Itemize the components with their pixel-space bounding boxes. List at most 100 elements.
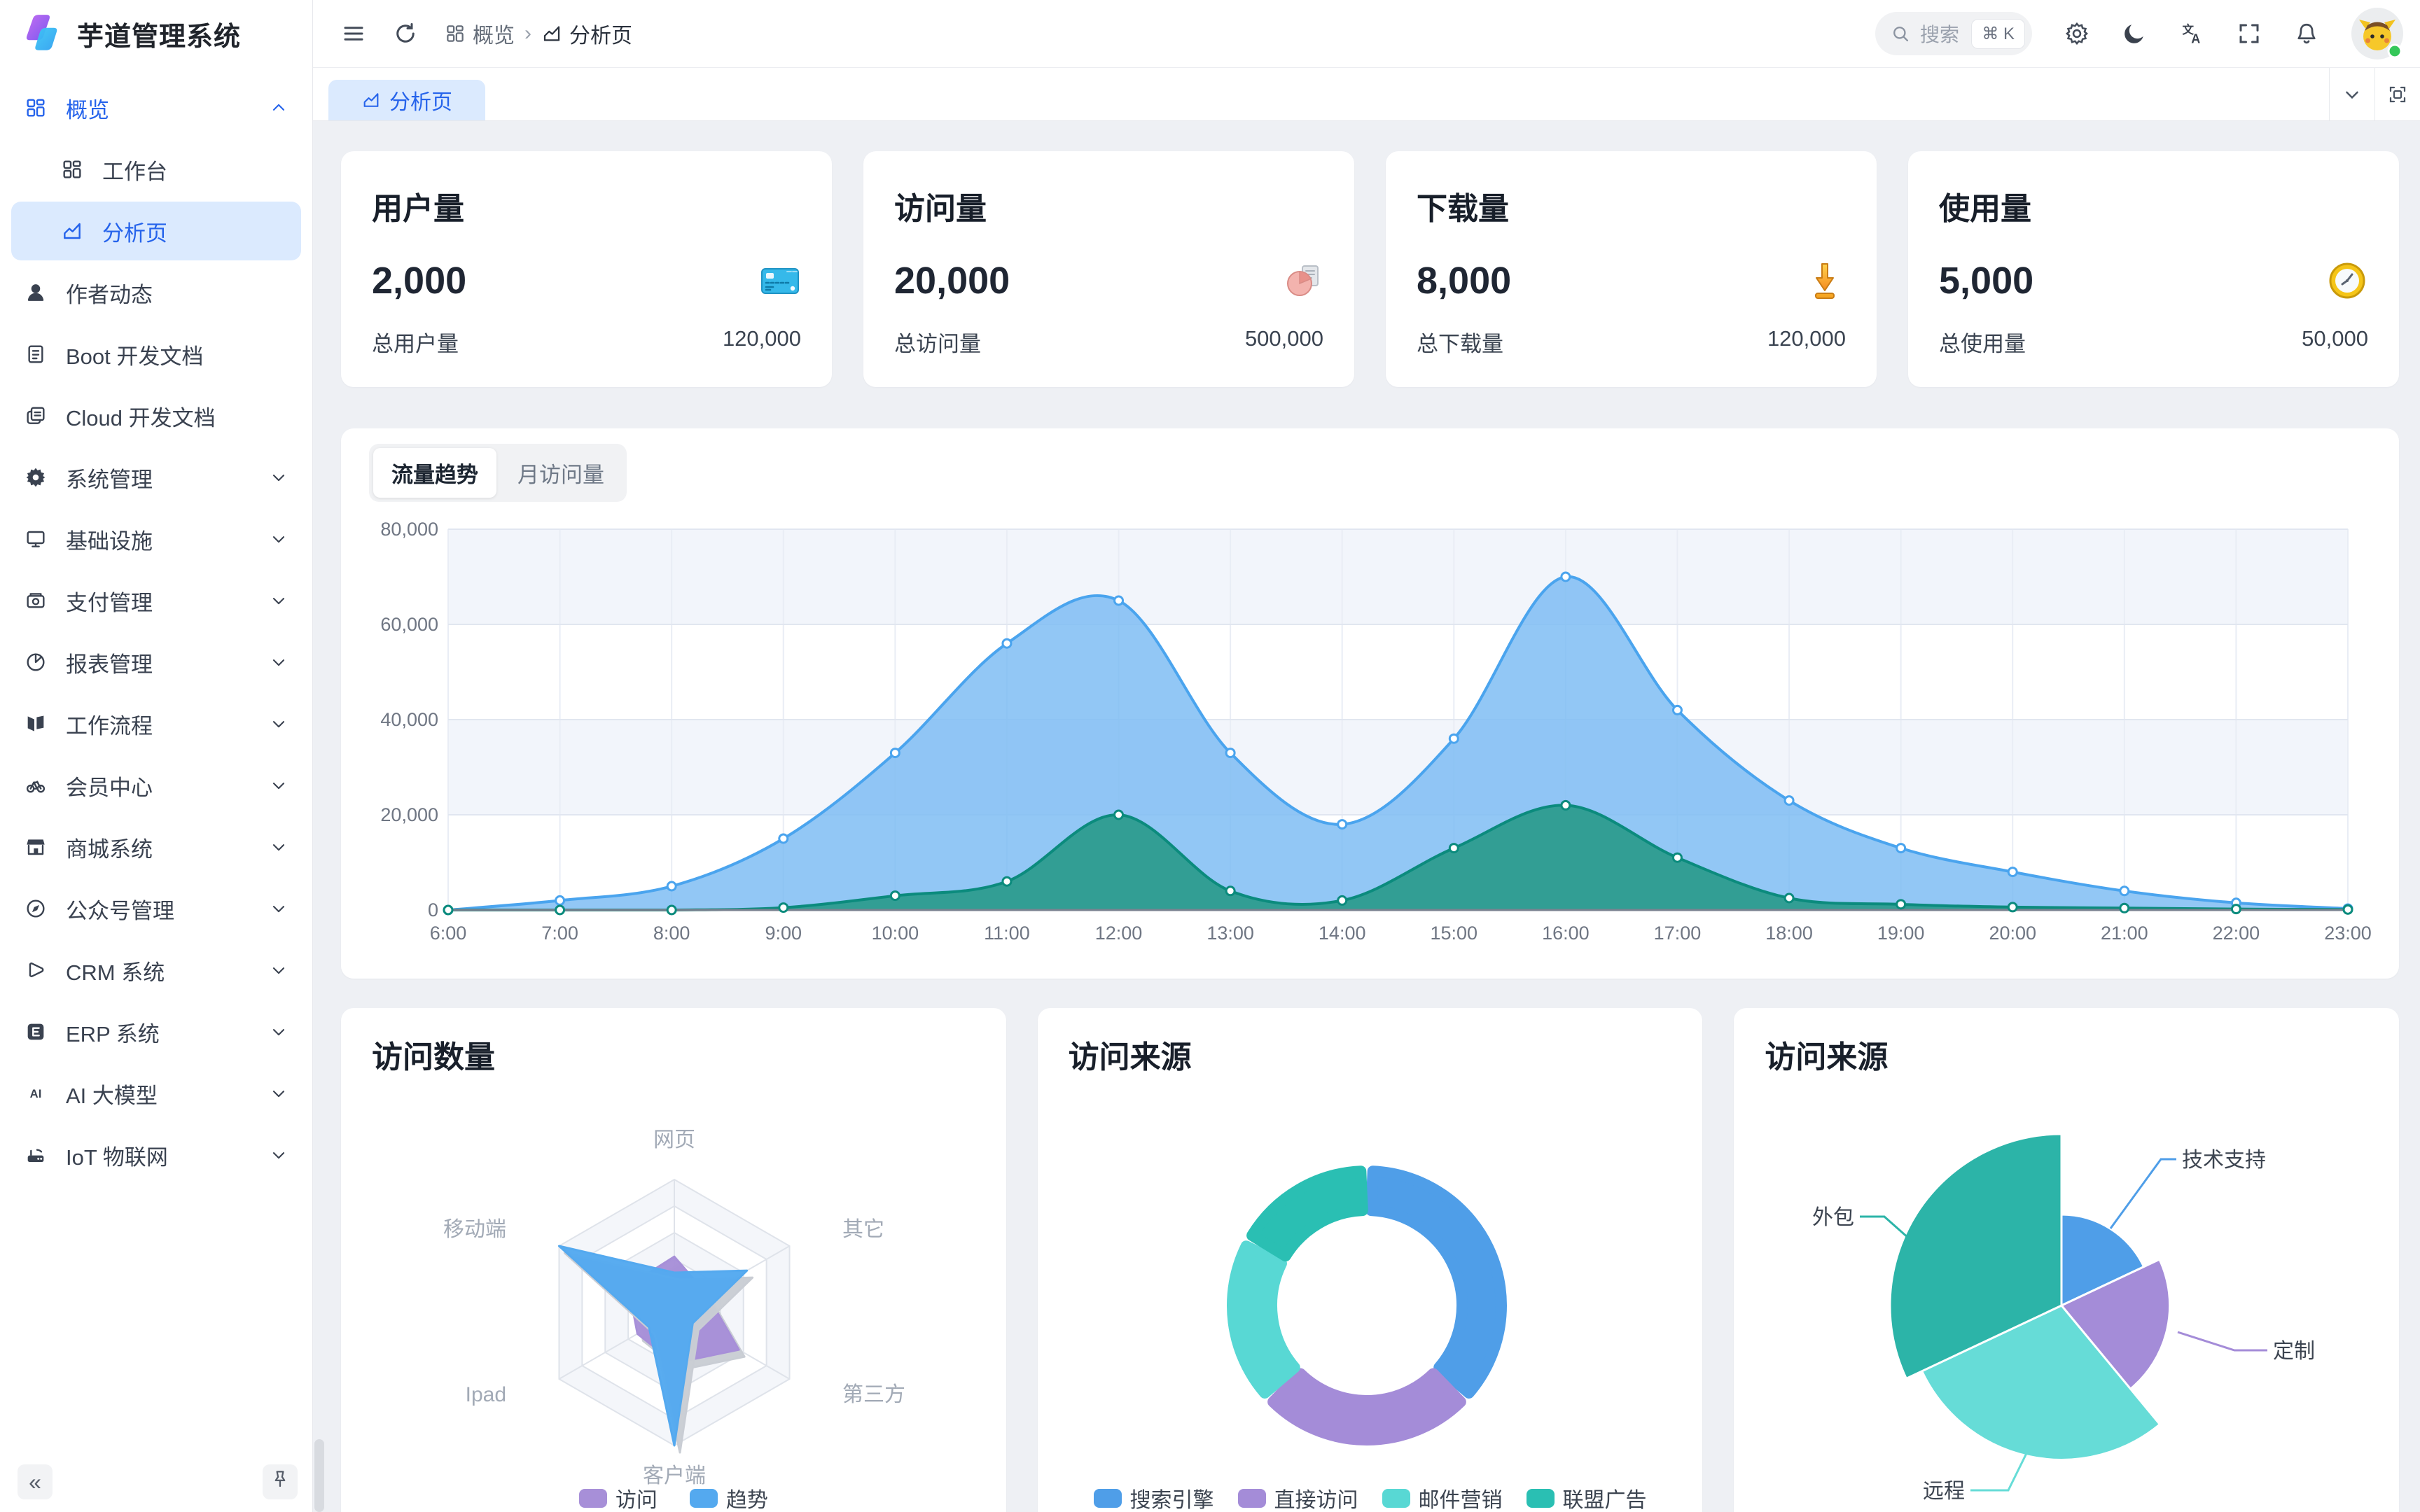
header: 概览 › 分析页 搜索 ⌘ K (313, 0, 2420, 68)
app-logo[interactable]: 芋道管理系统 (0, 0, 312, 56)
sidebar-item-crm[interactable]: CRM 系统 (11, 941, 301, 1000)
svg-text:22:00: 22:00 (2213, 923, 2260, 944)
stat-cards-row: 用户量 2,000 总用户量 120,000 访问量 20,000 总访问量 500,000 下… (341, 151, 2399, 387)
sidebar-item-author[interactable]: 作者动态 (11, 263, 301, 322)
sidebar-item-label: 会员中心 (66, 775, 153, 800)
chevron-down-icon (269, 837, 288, 857)
translate-icon: 文 A (2183, 22, 2201, 46)
radar-chart: 网页 其它 第三方 客户端 Ipad 移动端 (341, 1008, 1006, 1512)
sidebar-item-mall[interactable]: 商城系统 (11, 818, 301, 876)
legend-label: 访问 (615, 1489, 658, 1512)
svg-text:第三方: 第三方 (842, 1383, 905, 1406)
play-icon (24, 958, 48, 982)
sidebar-item-workflow[interactable]: 工作流程 (11, 694, 301, 753)
search-shortcut: ⌘ K (1971, 18, 2025, 49)
chevron-down-icon (269, 652, 288, 672)
dark-mode-button[interactable] (2122, 21, 2147, 46)
sidebar-item-report[interactable]: 报表管理 (11, 633, 301, 692)
sidebar: 芋道管理系统 概览工作台分析页 作者动态 Boot 开发文档 Cloud 开发文档 系统… (0, 0, 313, 1512)
svg-text:7:00: 7:00 (541, 923, 578, 944)
pie-doc-icon (1281, 260, 1323, 302)
stat-card-4: 使用量 5,000 总使用量 50,000 (1908, 151, 2399, 387)
legend-item-访问[interactable]: 访问 (578, 1483, 658, 1512)
bank-card-icon (759, 260, 801, 302)
breadcrumb-current[interactable]: 分析页 (541, 18, 632, 49)
bike-icon (24, 774, 48, 797)
traffic-tab-1[interactable]: 月访问量 (517, 463, 604, 487)
chart-icon (60, 219, 84, 243)
svg-text:18:00: 18:00 (1765, 923, 1813, 944)
legend-swatch (578, 1488, 607, 1508)
sidebar-item-cloud-doc[interactable]: Cloud 开发文档 (11, 386, 301, 445)
legend-item-邮件营销[interactable]: 邮件营销 (1382, 1483, 1503, 1512)
legend-label: 直接访问 (1274, 1489, 1358, 1512)
sidebar-item-label: 工作台 (102, 159, 167, 184)
svg-text:0: 0 (428, 899, 438, 920)
sidebar-item-infra[interactable]: 基础设施 (11, 510, 301, 568)
sidebar-collapse-button[interactable]: « (18, 1464, 53, 1499)
sidebar-item-overview[interactable]: 概览 (11, 78, 301, 137)
sidebar-item-label: 工作流程 (66, 713, 153, 738)
settings-button[interactable] (2064, 21, 2089, 46)
shop-icon (24, 835, 48, 859)
stat-title: 使用量 (1939, 192, 2031, 226)
chevron-down-icon (269, 529, 288, 549)
legend-item-搜索引擎[interactable]: 搜索引擎 (1093, 1483, 1214, 1512)
svg-text:定制: 定制 (2273, 1340, 2315, 1363)
stat-total-label: 总访问量 (894, 332, 981, 356)
search-input[interactable]: 搜索 ⌘ K (1875, 12, 2032, 55)
sidebar-item-analysis[interactable]: 分析页 (11, 202, 301, 260)
sidebar-item-mp[interactable]: 公众号管理 (11, 879, 301, 938)
fullscreen-button[interactable] (2237, 21, 2262, 46)
iot-icon (24, 1143, 48, 1167)
sidebar-item-member[interactable]: 会员中心 (11, 756, 301, 815)
legend-item-趋势[interactable]: 趋势 (689, 1483, 768, 1512)
sidebar-item-system[interactable]: 系统管理 (11, 448, 301, 507)
header-actions: 搜索 ⌘ K 文 A (1875, 8, 2403, 59)
sidebar-item-ai[interactable]: AI AI 大模型 (11, 1064, 301, 1123)
breadcrumb-overview[interactable]: 概览 (445, 18, 515, 49)
sidebar-scrollbar[interactable] (314, 1439, 324, 1512)
language-button[interactable]: 文 A (2179, 21, 2204, 46)
grid-icon (24, 96, 48, 120)
svg-text:16:00: 16:00 (1542, 923, 1590, 944)
radar-legend: 访问 趋势 (341, 1483, 1006, 1512)
maximize-icon (2389, 86, 2406, 102)
avatar[interactable] (2351, 8, 2403, 59)
stat-total-label: 总下载量 (1417, 332, 1503, 356)
gear-icon (2065, 22, 2089, 46)
tab-bar: 分析页 (313, 68, 2420, 121)
search-placeholder: 搜索 (1920, 24, 1960, 46)
legend-item-联盟广告[interactable]: 联盟广告 (1526, 1483, 1647, 1512)
main-content: 用户量 2,000 总用户量 120,000 访问量 20,000 总访问量 500,000 下… (313, 121, 2420, 1512)
sidebar-item-erp[interactable]: ERP 系统 (11, 1002, 301, 1061)
traffic-trend-card: 流量趋势 月访问量 0 20,000 40,000 60,000 80,000 6:00 7:… (341, 428, 2399, 979)
stat-value: 5,000 (1939, 260, 2034, 302)
sidebar-pin-button[interactable] (263, 1464, 298, 1499)
sidebar-item-iot[interactable]: IoT 物联网 (11, 1126, 301, 1184)
bottom-cards-row: 访问数量 网页 其它 第三方 客户端 Ipad 移动端 访问 趋势 访问来源 搜索引擎 直接访… (341, 1008, 2400, 1512)
sidebar-item-payment[interactable]: 支付管理 (11, 571, 301, 630)
menu-toggle-button[interactable] (341, 21, 366, 46)
content-maximize[interactable] (2374, 68, 2420, 120)
traffic-tab-0[interactable]: 流量趋势 (373, 448, 496, 498)
sidebar-item-label: 商城系统 (66, 836, 153, 862)
chevron-down-icon (269, 776, 288, 795)
ai-icon: AI (24, 1082, 48, 1105)
legend-label: 联盟广告 (1562, 1489, 1647, 1512)
pin-icon (270, 1469, 291, 1495)
tab-list-dropdown[interactable] (2329, 68, 2374, 120)
svg-text:文: 文 (2183, 22, 2195, 36)
stat-total-label: 总使用量 (1939, 332, 2026, 356)
refresh-button[interactable] (393, 21, 418, 46)
notifications-button[interactable] (2294, 21, 2319, 46)
tab-analysis[interactable]: 分析页 (328, 80, 485, 120)
legend-item-直接访问[interactable]: 直接访问 (1237, 1483, 1358, 1512)
stat-title: 用户量 (372, 192, 464, 226)
sidebar-item-label: ERP 系统 (66, 1021, 160, 1046)
svg-text:15:00: 15:00 (1431, 923, 1478, 944)
sidebar-item-workbench[interactable]: 工作台 (11, 140, 301, 199)
sidebar-item-boot-doc[interactable]: Boot 开发文档 (11, 325, 301, 384)
stat-title: 下载量 (1417, 192, 1509, 226)
